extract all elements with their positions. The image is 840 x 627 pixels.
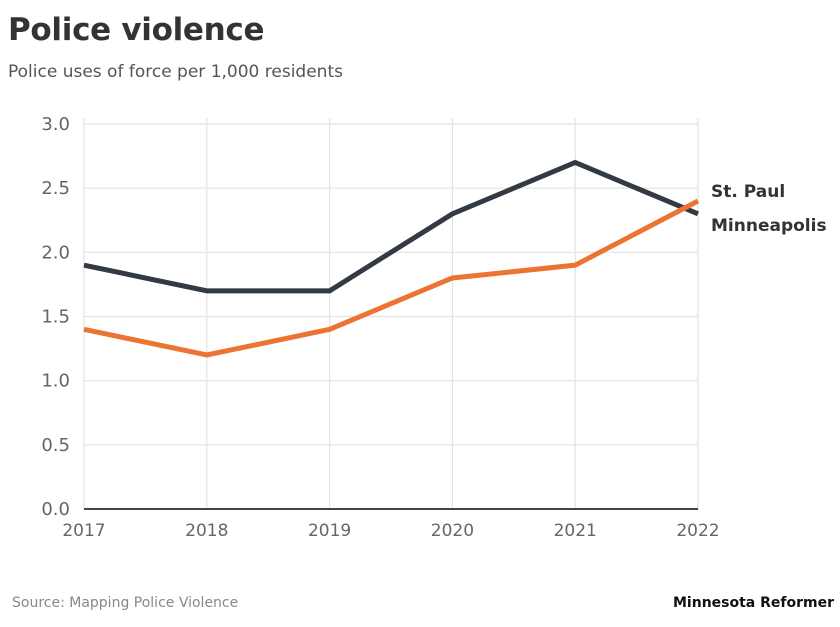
- y-tick-label: 2.5: [41, 178, 70, 199]
- x-tick-label: 2022: [676, 521, 719, 541]
- x-tick-label: 2021: [554, 521, 597, 541]
- series-line-st-paul: [83, 198, 700, 358]
- series-label-minneapolis: Minneapolis: [711, 216, 827, 236]
- y-tick-label: 0.0: [41, 499, 70, 520]
- chart-title: Police violence: [8, 12, 265, 48]
- y-tick-label: 2.0: [41, 242, 70, 263]
- x-tick-label: 2020: [431, 521, 474, 541]
- y-tick-label: 0.5: [41, 435, 70, 456]
- series-line-minneapolis: [83, 159, 699, 294]
- x-tick-label: 2017: [62, 521, 105, 541]
- y-axis-ticks: 0.0 0.5 1.0 1.5 2.0 2.5 3.0: [41, 114, 70, 520]
- source-note: Source: Mapping Police Violence: [12, 595, 239, 611]
- x-tick-label: 2019: [308, 521, 351, 541]
- series-label-st-paul: St. Paul: [711, 182, 785, 202]
- x-tick-label: 2018: [185, 521, 228, 541]
- grid-lines: [83, 118, 699, 509]
- y-tick-label: 3.0: [41, 114, 70, 135]
- series-lines: [83, 159, 700, 358]
- y-tick-label: 1.0: [41, 371, 70, 392]
- x-axis-ticks: 2017 2018 2019 2020 2021 2022: [62, 521, 719, 541]
- chart-subtitle: Police uses of force per 1,000 residents: [8, 62, 343, 82]
- series-labels: Minneapolis St. Paul: [711, 182, 827, 236]
- publisher-credit: Minnesota Reformer: [673, 595, 834, 611]
- y-tick-label: 1.5: [41, 307, 70, 328]
